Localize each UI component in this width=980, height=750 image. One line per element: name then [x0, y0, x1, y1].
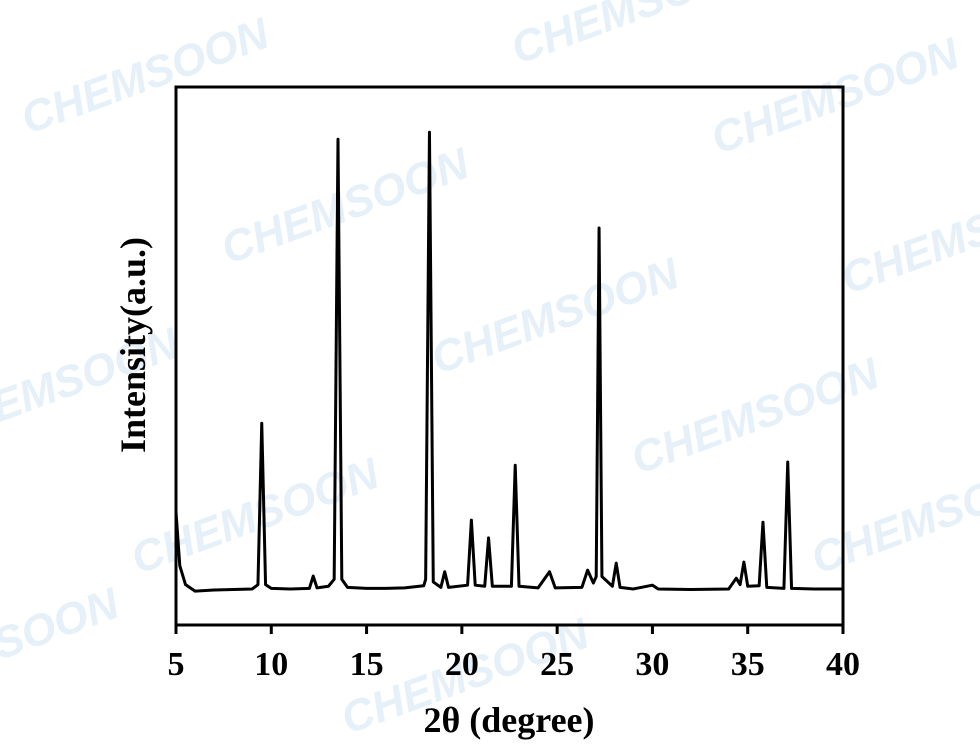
watermark: CHEMSOON: [625, 349, 886, 484]
watermark: CHEMSOON: [505, 0, 766, 74]
x-axis-label: 2θ (degree): [423, 700, 594, 740]
watermark: CHEMSOON: [805, 449, 980, 584]
watermark: CHEMSOON: [425, 249, 686, 384]
watermark: CHEMSOON: [835, 169, 980, 304]
x-tick-label: 5: [168, 646, 185, 683]
watermark: CHEMSOON: [705, 29, 966, 164]
watermark: CHEMSOON: [215, 139, 476, 274]
watermark: CHEMSOON: [15, 9, 276, 144]
y-axis-label: Intensity(a.u.): [113, 237, 153, 453]
x-tick-label: 30: [635, 646, 669, 683]
watermark: CHEMSOON: [125, 449, 386, 584]
x-tick-label: 40: [826, 646, 860, 683]
x-tick-label: 10: [254, 646, 288, 683]
plot-frame: [174, 85, 845, 627]
x-tick-label: 25: [540, 646, 574, 683]
x-tick-label: 15: [350, 646, 384, 683]
xrd-line: [174, 130, 843, 593]
x-tick-label: 35: [731, 646, 765, 683]
watermark: CHEMSOON: [0, 319, 186, 454]
x-tick-label: 20: [445, 646, 479, 683]
watermark: CHEMSOON: [0, 579, 126, 714]
